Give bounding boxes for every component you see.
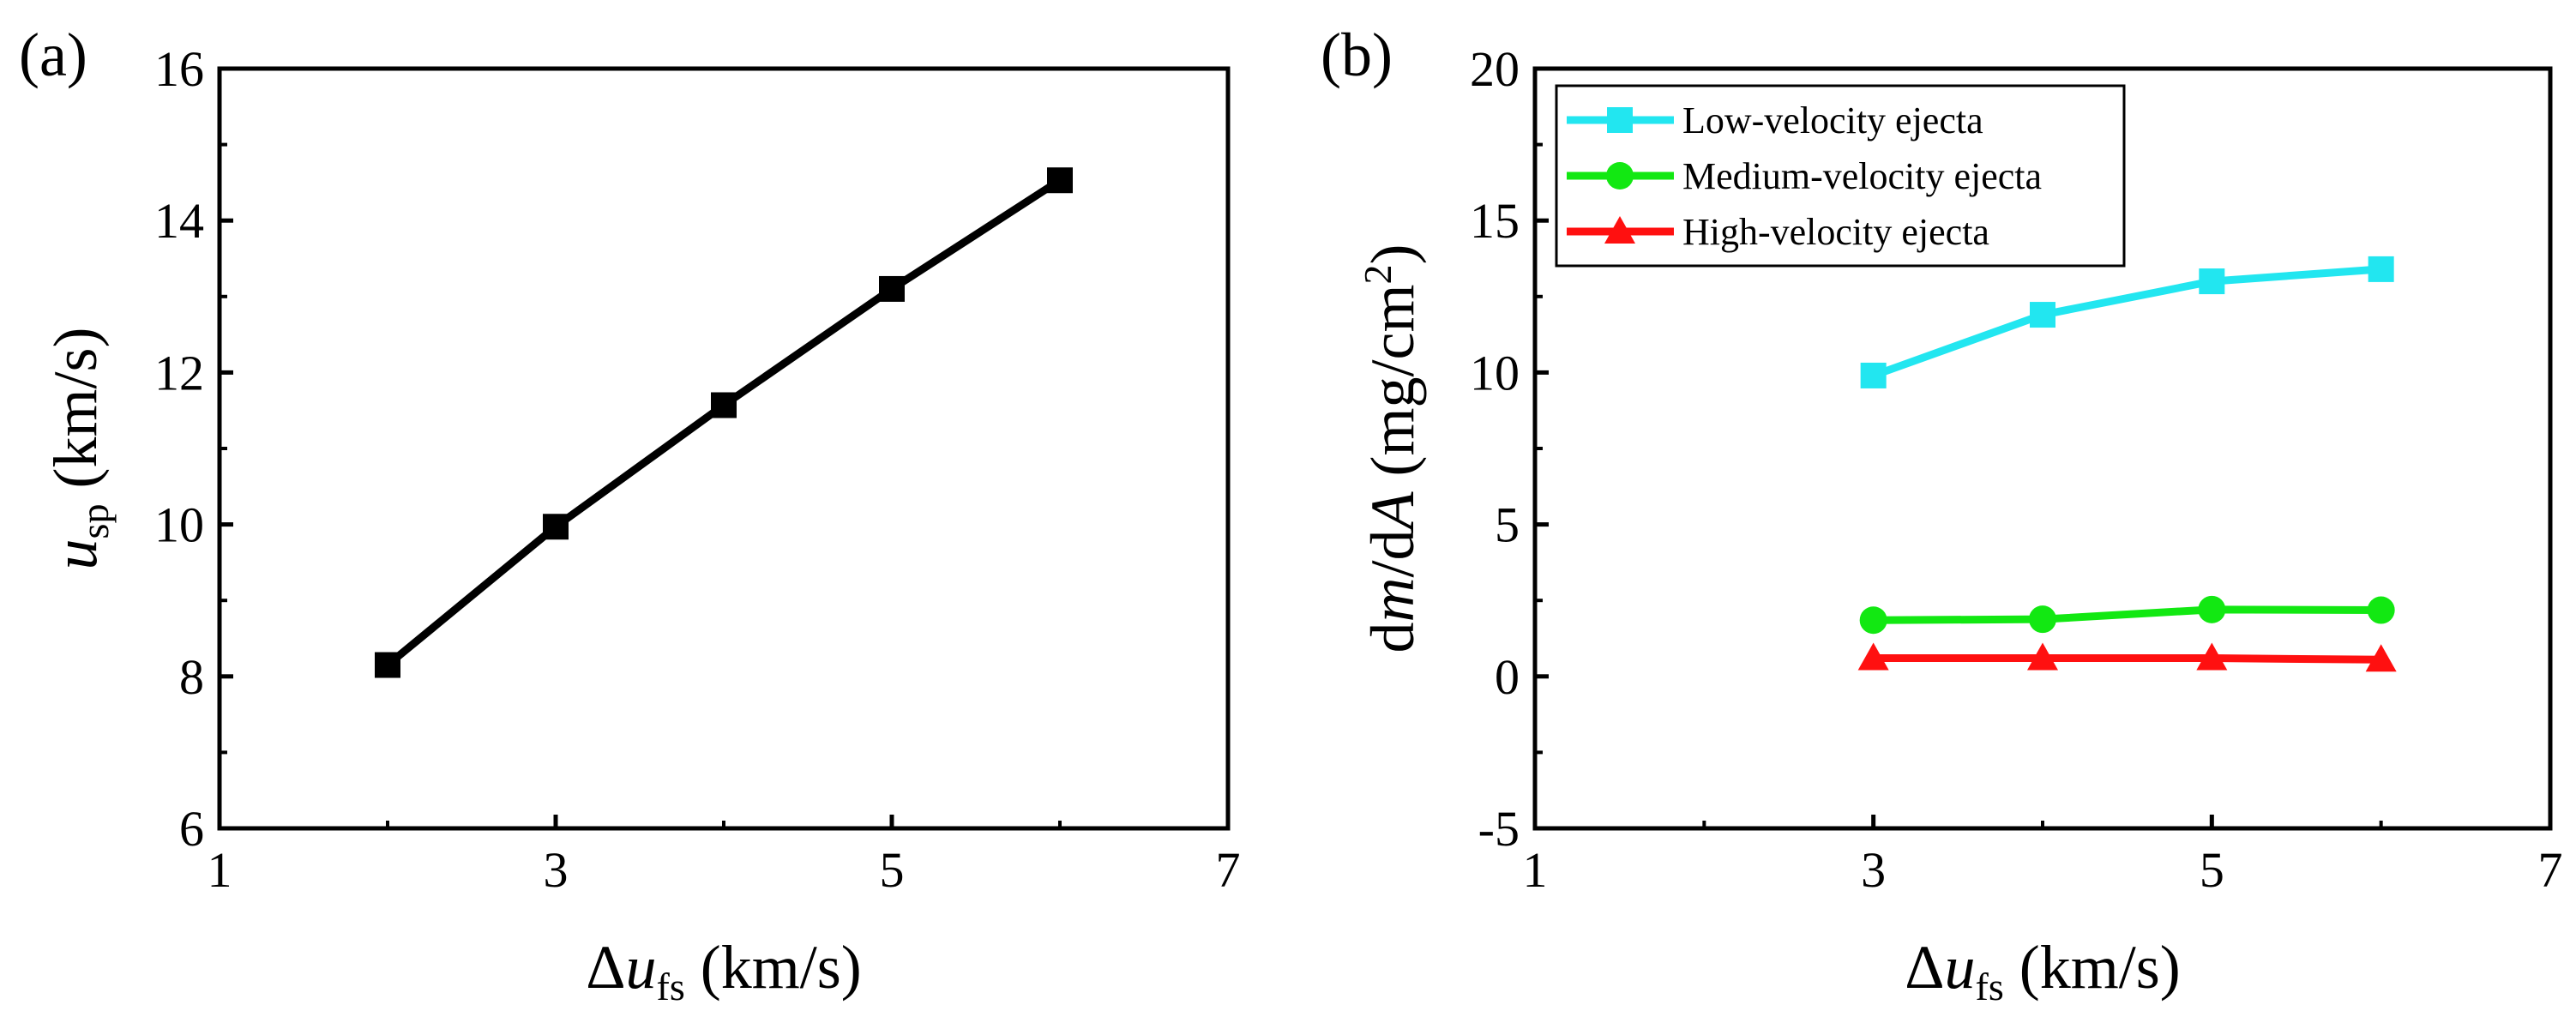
- panel-a-x-axis-prefix: Δ: [586, 933, 625, 1002]
- series-2: [1859, 595, 2395, 635]
- y-tick-label: 5: [1495, 497, 1520, 553]
- series-line: [1872, 265, 2381, 380]
- y-tick-label: 20: [1470, 41, 1520, 97]
- panel-b-y-axis-title: dm/dA (mg/cm2): [1356, 244, 1427, 653]
- data-point: [2365, 644, 2397, 672]
- legend-marker: [1604, 216, 1635, 244]
- panel-a-x-axis-sub: fs: [657, 965, 685, 1008]
- legend-label: High-velocity ejecta: [1682, 211, 1989, 253]
- panel-b-x-tick-labels: 1 3 5 7: [1523, 842, 2563, 898]
- y-tick-label: 15: [1470, 193, 1520, 249]
- data-point: [543, 514, 569, 540]
- panel-a-y-axis-var: u: [41, 539, 110, 569]
- panel-b-x-axis-prefix: Δ: [1905, 933, 1944, 1002]
- panel-b: (b) -5 0 5 10 15 20 1 3 5 7 Low-velocity ejecta M…: [1321, 21, 2563, 1008]
- panel-a-x-tick-labels: 1 3 5 7: [208, 842, 1241, 898]
- series-line: [1873, 605, 2381, 624]
- panel-b-x-axis-var: u: [1945, 933, 1976, 1002]
- series-3: [1857, 642, 2397, 672]
- panel-b-x-axis-title: Δufs (km/s): [1905, 933, 2181, 1008]
- y-tick-label: 12: [154, 345, 204, 400]
- series-1: [1860, 256, 2394, 388]
- x-tick-label: 1: [1523, 842, 1548, 898]
- data-point: [2368, 256, 2394, 282]
- panel-b-series: [1857, 256, 2397, 672]
- y-tick-label: 6: [179, 801, 204, 857]
- y-tick-label: 10: [1470, 345, 1520, 400]
- legend-entry: High-velocity ejecta: [1567, 211, 1989, 253]
- data-point: [2198, 595, 2226, 623]
- data-point: [2029, 605, 2056, 634]
- panel-b-legend: Low-velocity ejecta Medium-velocity eject…: [1555, 84, 2126, 268]
- y-tick-label: -5: [1478, 801, 1520, 857]
- data-point: [2199, 268, 2225, 295]
- panel-a-label: (a): [19, 21, 87, 89]
- panel-a-markers: [375, 167, 1073, 678]
- x-tick-label: 5: [2200, 842, 2224, 898]
- legend-label: Medium-velocity ejecta: [1682, 155, 2042, 197]
- y-tick-label: 14: [154, 193, 204, 249]
- series-line: [1873, 654, 2381, 664]
- data-point: [2027, 642, 2058, 671]
- y-tick-label: 10: [154, 497, 204, 553]
- panel-a-y-axis-title: usp (km/s): [41, 328, 117, 570]
- x-tick-label: 7: [2538, 842, 2563, 898]
- data-point: [1860, 362, 1887, 388]
- x-tick-label: 7: [1216, 842, 1241, 898]
- panel-a-plot-frame: [217, 66, 1231, 831]
- panel-a-x-axis-var: u: [626, 933, 657, 1002]
- legend-label: Low-velocity ejecta: [1682, 99, 1983, 141]
- panel-a-x-axis-title: Δufs (km/s): [586, 933, 862, 1008]
- data-point: [2196, 642, 2228, 671]
- y-tick-label: 16: [154, 41, 204, 97]
- panel-a-y-axis-sub: sp: [73, 504, 117, 539]
- data-point: [879, 275, 905, 302]
- panel-a-x-axis-unit: (km/s): [685, 933, 862, 1002]
- legend-entry: Low-velocity ejecta: [1567, 99, 1983, 141]
- data-point: [1859, 606, 1887, 635]
- x-tick-label: 1: [208, 842, 232, 898]
- legend-marker: [1607, 107, 1633, 133]
- data-point: [2030, 302, 2055, 328]
- panel-b-x-axis-unit: (km/s): [2004, 933, 2181, 1002]
- data-point: [1047, 167, 1073, 194]
- panel-b-label: (b): [1321, 21, 1393, 89]
- x-tick-label: 5: [880, 842, 905, 898]
- y-tick-label: 8: [179, 649, 204, 705]
- y-tick-label: 0: [1495, 649, 1520, 705]
- data-point: [375, 652, 400, 678]
- panel-b-x-axis-sub: fs: [1976, 965, 2004, 1008]
- legend-entry: Medium-velocity ejecta: [1567, 155, 2042, 197]
- panel-b-y-tick-labels: -5 0 5 10 15 20: [1470, 41, 1520, 857]
- x-tick-label: 3: [544, 842, 569, 898]
- legend-marker: [1606, 162, 1634, 190]
- x-tick-label: 3: [1861, 842, 1886, 898]
- panel-a-y-axis-unit: (km/s): [41, 328, 110, 504]
- panel-a-y-tick-labels: 6 8 10 12 14 16: [154, 41, 204, 857]
- panel-b-plot-frame: [1532, 66, 2553, 831]
- panel-a-series-line: [385, 177, 1062, 668]
- data-point: [711, 392, 737, 418]
- data-point: [2367, 596, 2395, 624]
- panel-a-tick-marks: [217, 66, 1231, 831]
- data-point: [1857, 642, 1889, 671]
